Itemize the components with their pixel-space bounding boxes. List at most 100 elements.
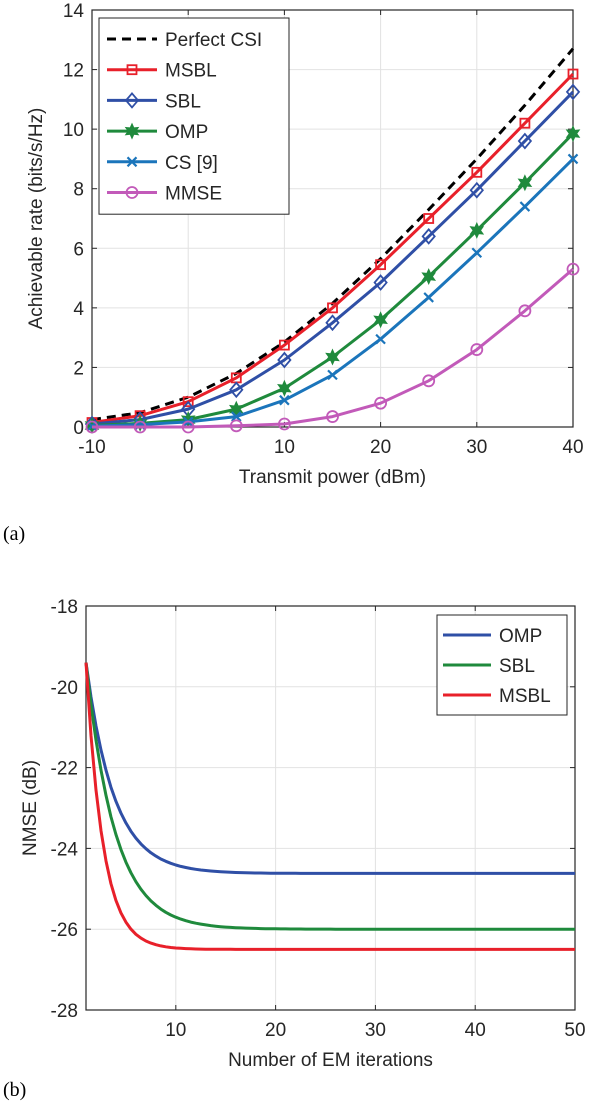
x-tick-label: 40 <box>562 437 583 458</box>
data-point <box>518 304 532 318</box>
x-tick-label: 30 <box>365 1020 386 1041</box>
legend-label: OMP <box>165 122 208 143</box>
series-line <box>84 662 575 875</box>
x-axis-label: Transmit power (dBm) <box>239 467 426 488</box>
series-mmse <box>85 262 580 434</box>
y-axis-label: Achievable rate (bits/s/Hz) <box>26 108 47 330</box>
legend-marker <box>124 92 140 109</box>
data-point <box>421 227 436 245</box>
data-point <box>325 348 340 366</box>
y-axis-label: NMSE (dB) <box>20 760 41 856</box>
data-point <box>277 351 292 369</box>
legend: OMP SBL MSBL <box>436 614 568 716</box>
x-tick-label: 10 <box>274 437 295 458</box>
plot-area <box>85 605 576 1011</box>
series-line <box>91 72 575 424</box>
legend-label: SBL <box>165 91 201 112</box>
data-point <box>85 420 99 434</box>
data-point <box>471 247 483 259</box>
series-line <box>84 662 575 951</box>
legend-item-mmse: MMSE <box>107 184 222 205</box>
data-point <box>567 153 579 165</box>
data-point <box>517 132 533 150</box>
series-line <box>84 662 575 931</box>
legend-marker <box>125 186 139 199</box>
legend-item-cs-9: CS [9] <box>107 153 218 174</box>
x-tick-label: 20 <box>370 437 391 458</box>
series-lines <box>84 662 575 951</box>
y-tick-label: -22 <box>51 759 78 780</box>
panel-label-a: (a) <box>3 523 25 545</box>
legend-item-perfect-csi: Perfect CSI <box>107 30 262 51</box>
legend-item-sbl: SBL <box>443 656 535 677</box>
data-point <box>469 221 485 239</box>
data-point <box>517 174 533 192</box>
series-line <box>91 90 575 426</box>
y-tick-label: -28 <box>51 1001 78 1022</box>
legend-item-msbl: MSBL <box>443 686 551 707</box>
series-sbl <box>84 662 575 931</box>
x-tick-label: 0 <box>183 437 194 458</box>
data-point <box>326 410 339 423</box>
y-tick-label: -24 <box>51 839 79 860</box>
y-tick-label: 4 <box>73 299 84 320</box>
legend-label: MSBL <box>165 61 217 82</box>
data-point <box>277 417 291 431</box>
x-axis-label: Number of EM iterations <box>228 1050 433 1071</box>
y-tick-label: 6 <box>73 239 84 260</box>
data-point <box>375 333 386 345</box>
data-point <box>565 125 581 143</box>
data-point <box>519 117 531 129</box>
nmse-chart: 10 20 30 40 50 -28 -26 -24 -22 -20 -18 Number of E… <box>20 597 586 1071</box>
y-tick-label: 2 <box>73 358 84 379</box>
data-point <box>565 83 581 101</box>
data-point <box>278 339 290 351</box>
series-omp <box>84 662 575 875</box>
legend-label: MMSE <box>165 184 222 205</box>
data-point <box>470 343 484 356</box>
y-tick-label: -26 <box>51 920 78 941</box>
legend-item-omp: OMP <box>107 122 208 143</box>
data-point <box>423 213 435 224</box>
data-point <box>182 396 194 408</box>
x-tick-label: 30 <box>466 437 487 458</box>
series-line <box>92 267 574 429</box>
y-tick-label: 8 <box>73 180 84 201</box>
x-tick-label: 10 <box>165 1020 186 1041</box>
x-tick-label: 40 <box>465 1020 486 1041</box>
y-tick-label: -20 <box>51 678 78 699</box>
legend-item-sbl: SBL <box>107 91 201 112</box>
data-point <box>519 201 531 212</box>
legend-label: MSBL <box>499 686 551 707</box>
legend-label: Perfect CSI <box>165 30 262 51</box>
legend-marker <box>126 156 138 168</box>
series-msbl <box>84 662 575 951</box>
y-tick-label: 0 <box>73 418 84 439</box>
data-point <box>133 420 147 434</box>
axis-ticks: 10 20 30 40 50 -28 -26 -24 -22 -20 -18 <box>51 597 586 1041</box>
legend-item-msbl: MSBL <box>107 61 217 82</box>
y-tick-label: 12 <box>63 61 84 82</box>
data-point <box>373 274 388 291</box>
data-point <box>566 262 580 276</box>
data-point <box>327 369 338 381</box>
data-point <box>231 411 242 422</box>
legend-marker <box>124 122 140 140</box>
data-point <box>374 396 388 410</box>
legend: Perfect CSI MSBL SBL OMP CS [9] MMSE <box>98 17 290 215</box>
data-point <box>325 314 340 332</box>
series-lines <box>84 47 581 434</box>
legend-label: SBL <box>499 656 535 677</box>
data-point <box>327 302 338 314</box>
data-point <box>471 166 483 178</box>
x-tick-label: 20 <box>265 1020 286 1041</box>
data-point <box>423 292 434 303</box>
data-point <box>277 379 292 397</box>
data-point <box>375 259 387 271</box>
data-point <box>181 420 195 434</box>
x-tick-label: -10 <box>78 437 105 458</box>
data-point <box>567 68 579 80</box>
